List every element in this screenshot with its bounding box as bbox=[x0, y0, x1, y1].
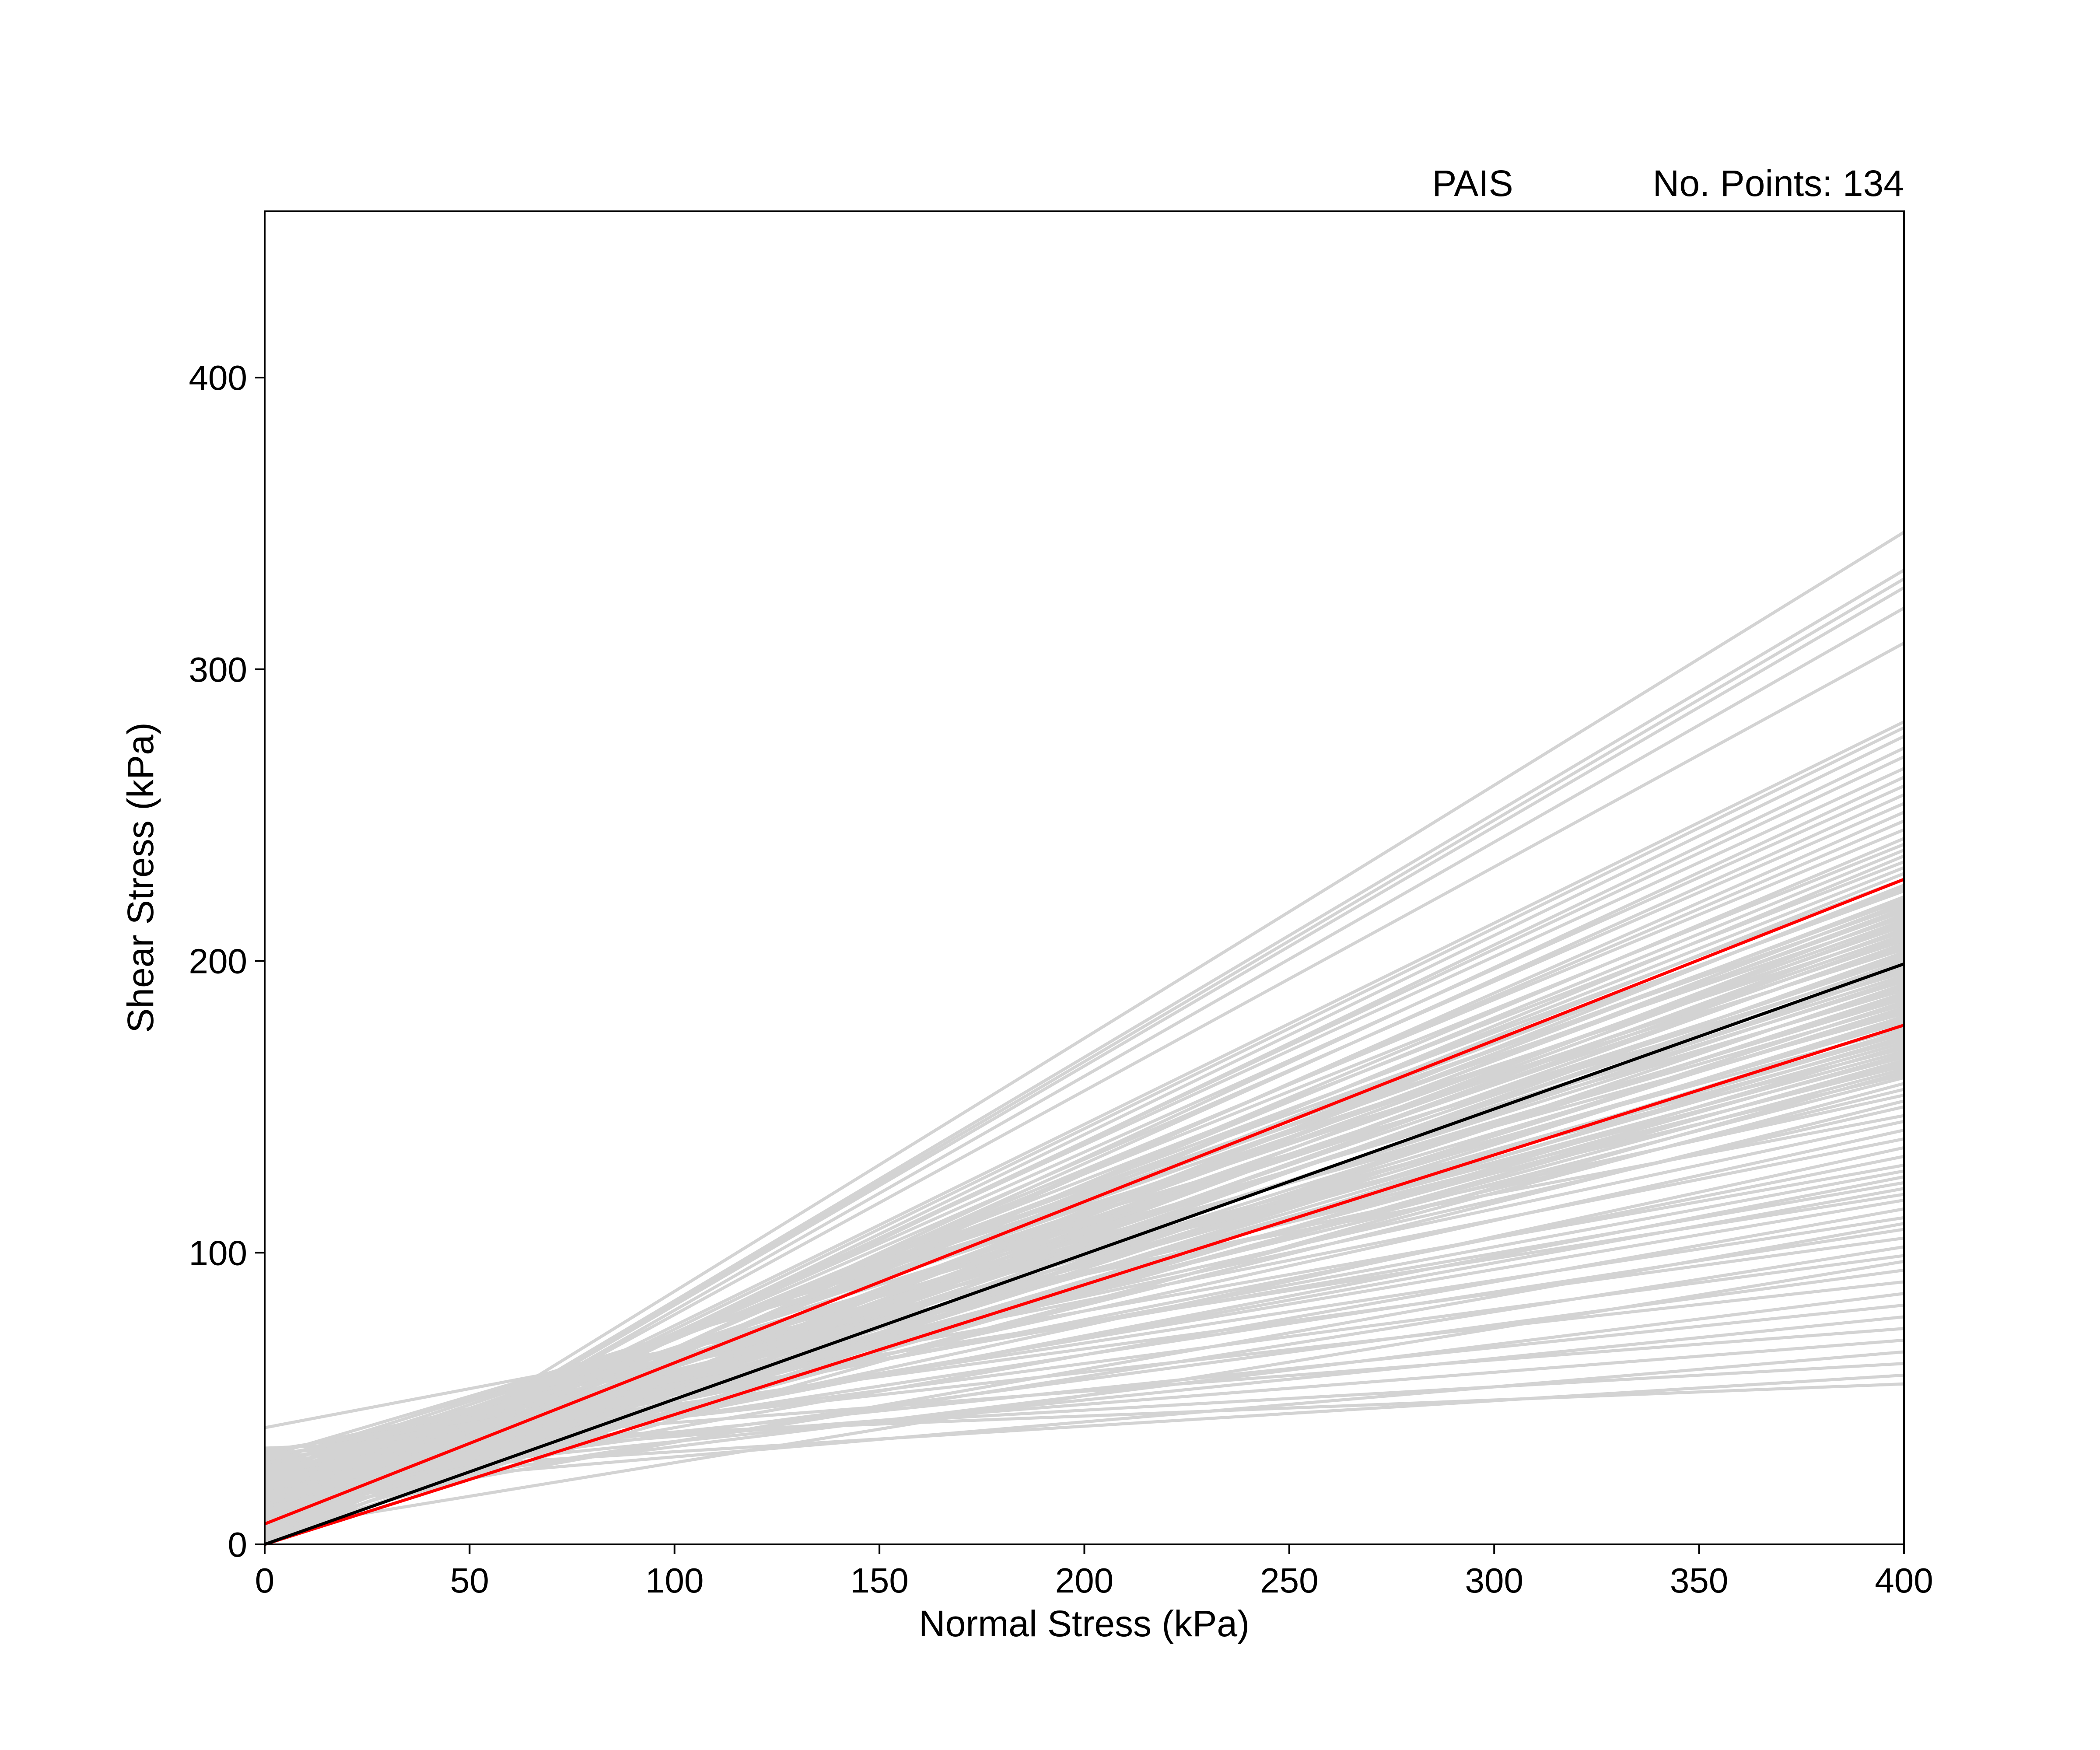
sample-envelope-line bbox=[264, 1292, 1904, 1499]
x-tick-label: 150 bbox=[850, 1561, 908, 1600]
sample-envelope-line bbox=[264, 1120, 1904, 1473]
x-tick-label: 250 bbox=[1260, 1561, 1318, 1600]
y-tick-label: 300 bbox=[189, 650, 247, 689]
mean-envelope-line bbox=[264, 962, 1905, 1546]
x-tick-label: 300 bbox=[1465, 1561, 1523, 1600]
y-tick-label: 200 bbox=[189, 942, 247, 981]
y-tick-label: 400 bbox=[189, 358, 247, 397]
plot-lines bbox=[264, 531, 1905, 1546]
sample-envelope-line bbox=[264, 889, 1905, 1488]
sample-envelope-line bbox=[264, 1327, 1904, 1456]
y-tick-label: 0 bbox=[228, 1525, 248, 1564]
sample-envelope-line bbox=[264, 1093, 1904, 1456]
sample-envelope-line bbox=[264, 1373, 1904, 1479]
x-axis-ticks: 0 50 100 150 200 250 300 350 400 bbox=[255, 1544, 1933, 1600]
header-label-left: PAIS bbox=[1432, 163, 1513, 204]
sample-envelope-line bbox=[264, 904, 1905, 1482]
sample-envelope-line bbox=[264, 1315, 1904, 1485]
sample-envelope-line bbox=[264, 1382, 1904, 1450]
y-axis-ticks: 0 100 200 300 400 bbox=[189, 358, 265, 1564]
header-label-right: No. Points: 134 bbox=[1653, 163, 1904, 204]
sample-envelope-line bbox=[264, 971, 1904, 1459]
y-tick-label: 100 bbox=[189, 1233, 247, 1272]
x-tick-label: 350 bbox=[1670, 1561, 1728, 1600]
x-tick-label: 400 bbox=[1875, 1561, 1933, 1600]
x-tick-label: 0 bbox=[255, 1561, 275, 1600]
x-tick-label: 50 bbox=[450, 1561, 489, 1600]
x-tick-label: 100 bbox=[645, 1561, 704, 1600]
sample-envelope-line bbox=[264, 1350, 1904, 1494]
sample-envelope-line bbox=[264, 1026, 1904, 1476]
bound-envelope-line bbox=[264, 1023, 1905, 1546]
sample-envelope-line bbox=[264, 916, 1905, 1476]
sample-envelope-line bbox=[264, 1268, 1904, 1491]
sample-envelope-line bbox=[264, 1362, 1904, 1459]
sample-envelope-line bbox=[264, 1216, 1904, 1470]
sample-envelope-line bbox=[264, 1193, 1904, 1453]
bound-envelope-line bbox=[264, 878, 1905, 1526]
sample-envelope-line bbox=[264, 1254, 1904, 1473]
x-tick-label: 200 bbox=[1055, 1561, 1113, 1600]
sample-envelope-line bbox=[264, 1236, 1904, 1462]
sample-envelope-line bbox=[264, 1114, 1904, 1429]
x-axis-title: Normal Stress (kPa) bbox=[919, 1603, 1250, 1644]
y-axis-title: Shear Stress (kPa) bbox=[120, 722, 161, 1033]
sample-envelope-line bbox=[264, 1155, 1904, 1485]
